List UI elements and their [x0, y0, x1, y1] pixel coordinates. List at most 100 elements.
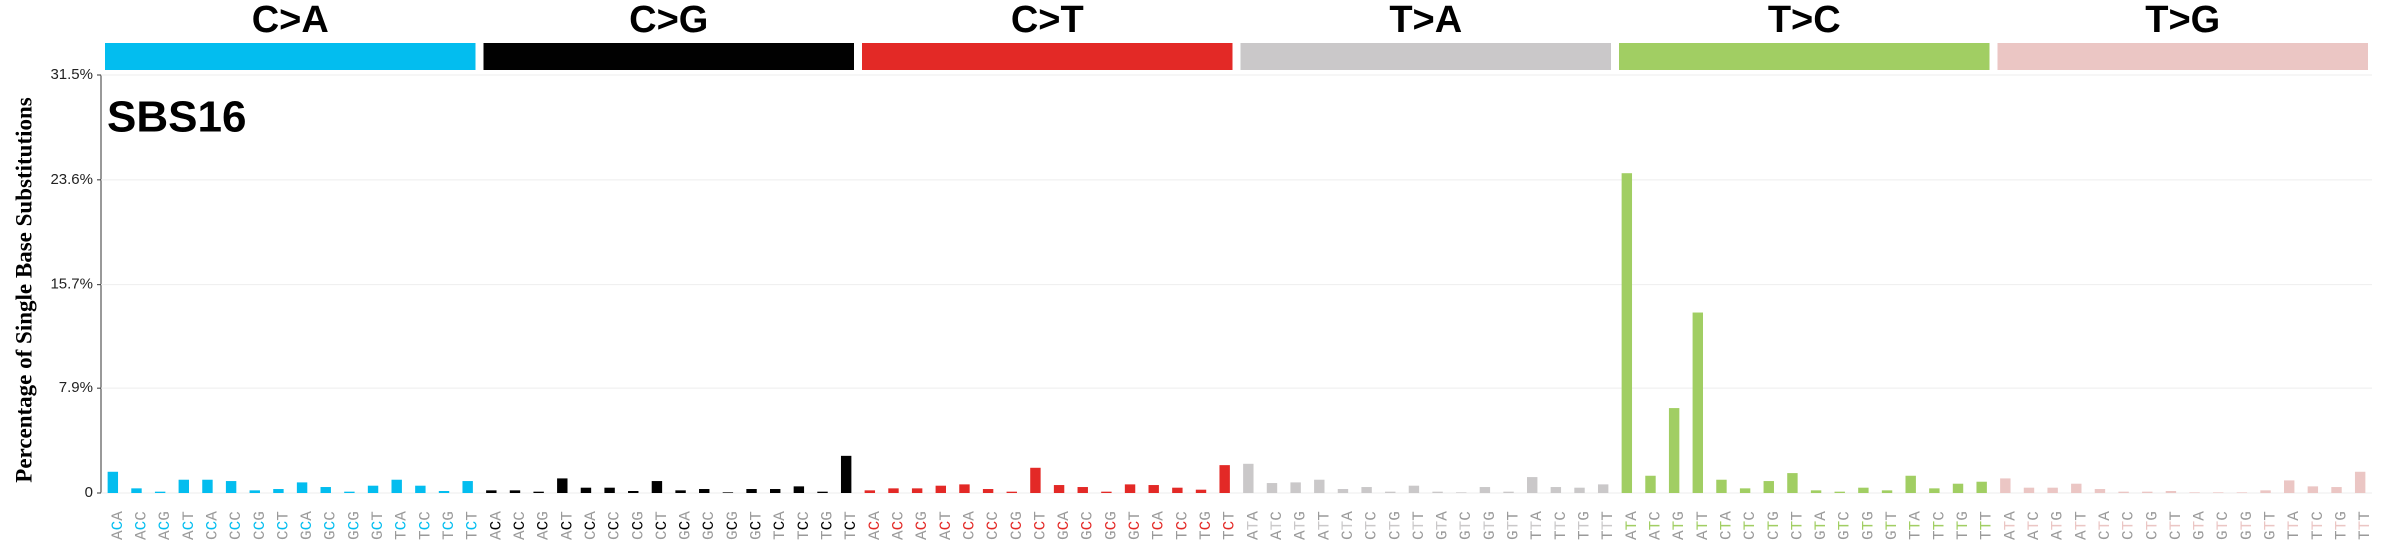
- x-tick-letter: T: [1931, 530, 1949, 540]
- x-tick-letter: T: [1528, 530, 1546, 540]
- x-tick-letter: T: [1883, 521, 1901, 531]
- x-tick-letter: A: [1812, 511, 1830, 521]
- x-tick-letter: T: [1434, 521, 1452, 531]
- x-tick-letter: C: [133, 511, 151, 521]
- x-tick-letter: G: [1481, 511, 1499, 521]
- x-tick-letter: C: [1339, 530, 1357, 540]
- x-tick-letter: T: [440, 530, 458, 540]
- x-tick-letter: A: [937, 530, 955, 540]
- x-tick-letter: T: [559, 511, 577, 521]
- x-tick-label: TTC: [2309, 511, 2327, 540]
- x-tick-letter: G: [724, 530, 742, 540]
- x-tick-letter: C: [1055, 521, 1073, 531]
- x-tick-letter: C: [1174, 511, 1192, 521]
- x-tick-letter: C: [369, 521, 387, 531]
- x-tick-letter: G: [1103, 511, 1121, 521]
- x-tick-label: ATG: [2049, 511, 2067, 540]
- x-tick-letter: A: [1245, 511, 1263, 521]
- x-tick-letter: C: [700, 521, 718, 531]
- signature-name: SBS16: [107, 93, 246, 142]
- group-header-bar: [862, 43, 1233, 70]
- bar: [628, 491, 639, 493]
- x-tick-letter: G: [2143, 511, 2161, 521]
- x-tick-label: ACA: [866, 511, 884, 540]
- x-tick-letter: A: [2191, 511, 2209, 521]
- bar: [769, 489, 781, 493]
- x-tick-letter: C: [1741, 530, 1759, 540]
- x-tick-letter: C: [937, 521, 955, 531]
- x-tick-letter: T: [1245, 521, 1263, 531]
- x-tick-label: TCA: [1150, 511, 1168, 540]
- bar: [1716, 479, 1727, 493]
- x-tick-letter: G: [1434, 530, 1452, 540]
- x-tick-letter: C: [1765, 530, 1783, 540]
- x-tick-letter: C: [1741, 511, 1759, 521]
- group-header-bar: [1619, 43, 1990, 70]
- bar: [580, 487, 592, 493]
- x-tick-label: CTT: [2167, 511, 2185, 540]
- x-tick-label: GCA: [677, 511, 695, 540]
- x-tick-letter: C: [156, 521, 174, 531]
- x-tick-letter: T: [2167, 521, 2185, 531]
- y-tick-label: 15.7%: [50, 276, 93, 293]
- x-tick-letter: A: [511, 530, 529, 540]
- x-tick-letter: C: [984, 530, 1002, 540]
- x-tick-label: TTA: [1907, 511, 1925, 540]
- bar: [1929, 488, 1940, 493]
- x-tick-letter: G: [724, 511, 742, 521]
- x-tick-letter: G: [1860, 511, 1878, 521]
- x-tick-letter: A: [582, 511, 600, 521]
- x-tick-letter: G: [1055, 530, 1073, 540]
- x-tick-letter: C: [1103, 521, 1121, 531]
- x-tick-letter: C: [842, 521, 860, 531]
- x-tick-letter: C: [440, 521, 458, 531]
- x-tick-letter: T: [1410, 511, 1428, 521]
- x-tick-letter: A: [2073, 530, 2091, 540]
- x-tick-letter: T: [1221, 530, 1239, 540]
- x-tick-letter: C: [961, 521, 979, 531]
- x-tick-label: TCA: [771, 511, 789, 540]
- bar: [557, 478, 568, 493]
- x-tick-label: GTA: [2191, 511, 2209, 540]
- x-tick-letter: C: [890, 511, 908, 521]
- bar: [178, 479, 190, 493]
- x-tick-letter: C: [1410, 530, 1428, 540]
- x-tick-letter: T: [2191, 521, 2209, 531]
- x-tick-letter: G: [369, 530, 387, 540]
- x-tick-letter: C: [417, 511, 435, 521]
- x-tick-label: CCT: [653, 511, 671, 540]
- bar: [675, 490, 686, 493]
- x-tick-letter: T: [937, 511, 955, 521]
- bar: [1243, 463, 1254, 493]
- x-tick-letter: T: [1765, 521, 1783, 531]
- x-tick-letter: T: [748, 511, 766, 521]
- x-tick-letter: T: [1268, 521, 1286, 531]
- x-tick-letter: T: [2073, 511, 2091, 521]
- group-header-label: C>G: [629, 0, 708, 41]
- bar: [2354, 471, 2366, 493]
- x-tick-letter: C: [2309, 511, 2327, 521]
- bar: [1550, 487, 1562, 493]
- x-tick-label: CTT: [1789, 511, 1807, 540]
- x-tick-letter: T: [2120, 521, 2138, 531]
- bar: [533, 491, 544, 493]
- x-tick-letter: A: [1623, 511, 1641, 521]
- x-tick-letter: T: [1126, 511, 1144, 521]
- x-tick-label: TCT: [464, 511, 482, 540]
- bar: [1101, 491, 1112, 493]
- x-tick-letter: C: [511, 511, 529, 521]
- x-tick-letter: C: [1079, 511, 1097, 521]
- x-tick-letter: A: [1434, 511, 1452, 521]
- group-header-label: C>A: [252, 0, 329, 41]
- x-tick-letter: T: [1032, 511, 1050, 521]
- x-tick-letter: T: [1174, 530, 1192, 540]
- x-tick-label: ATT: [1316, 511, 1334, 540]
- x-tick-letter: T: [180, 511, 198, 521]
- x-tick-label: GTG: [2238, 511, 2256, 540]
- bar: [154, 491, 166, 493]
- bar: [1763, 481, 1774, 493]
- bar: [2047, 487, 2058, 493]
- x-tick-letter: G: [2049, 511, 2067, 521]
- x-tick-letter: C: [535, 521, 553, 531]
- bar: [1976, 481, 1987, 493]
